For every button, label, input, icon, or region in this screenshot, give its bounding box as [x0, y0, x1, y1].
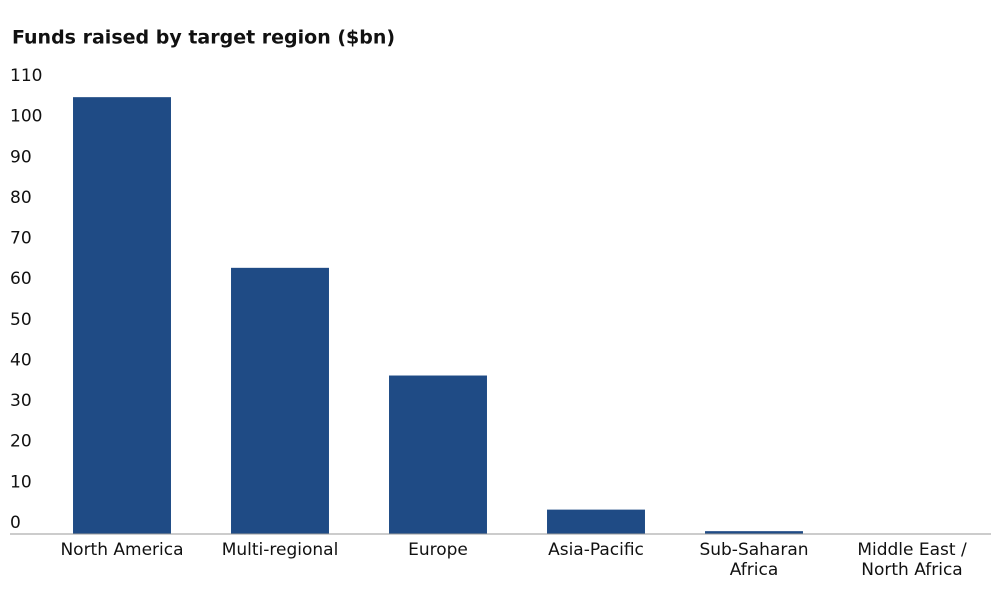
- y-tick-label: 110: [10, 66, 42, 86]
- y-tick-label: 30: [10, 391, 32, 411]
- bar: [389, 375, 487, 534]
- y-tick-label: 50: [10, 310, 32, 330]
- y-tick-label: 20: [10, 432, 32, 452]
- x-tick-label: Europe: [408, 540, 468, 560]
- x-tick-label: Multi-regional: [222, 540, 339, 560]
- x-tick-label: Sub-Saharan Africa: [699, 540, 808, 580]
- x-tick-label: Asia-Pacific: [548, 540, 644, 560]
- chart-title: Funds raised by target region ($bn): [12, 27, 395, 49]
- bar: [547, 509, 645, 534]
- y-tick-label: 90: [10, 147, 32, 167]
- bar: [705, 531, 803, 534]
- y-tick-label: 60: [10, 269, 32, 289]
- y-tick-label: 10: [10, 472, 32, 492]
- x-tick-label: North America: [60, 540, 183, 560]
- y-tick-label: 0: [10, 513, 21, 533]
- y-tick-label: 70: [10, 229, 32, 249]
- y-tick-label: 80: [10, 188, 32, 208]
- y-tick-label: 100: [10, 107, 42, 127]
- bar: [231, 267, 329, 534]
- y-tick-label: 40: [10, 350, 32, 370]
- x-tick-label: Middle East / North Africa: [857, 540, 967, 580]
- bar: [73, 97, 171, 534]
